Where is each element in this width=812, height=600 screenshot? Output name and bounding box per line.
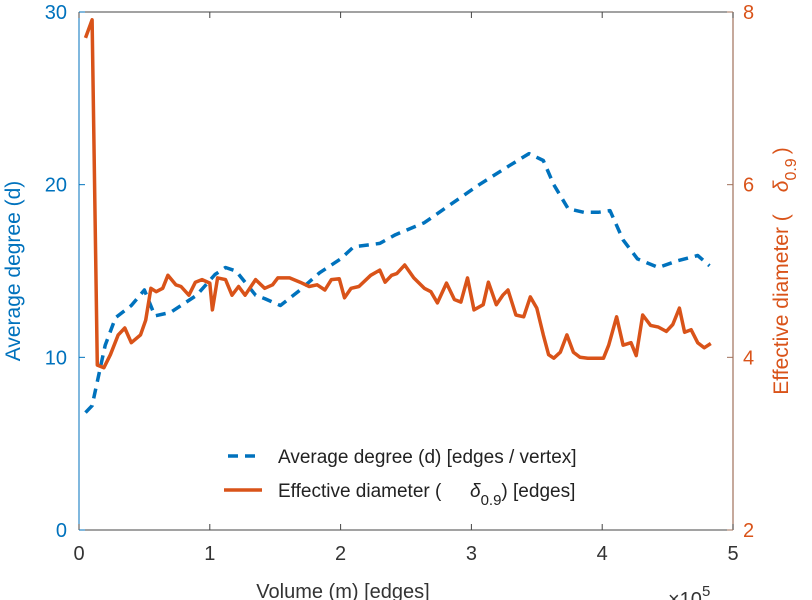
y-right-tick-label: 6 — [743, 175, 754, 197]
x-axis-multiplier: ×105 — [668, 583, 710, 600]
y-right-tick-label: 4 — [743, 347, 754, 369]
series-line-average-degree — [84, 151, 711, 414]
y-left-tick-label: 20 — [45, 175, 67, 197]
y-axis-left-label: Average degree (d) — [2, 181, 25, 362]
legend: Average degree (d) [edges / vertex] Effe… — [224, 447, 577, 509]
x-tick-label: 4 — [597, 543, 608, 565]
x-tick-label: 0 — [73, 543, 84, 565]
series-line-effective-diameter — [83, 18, 712, 370]
y-right-tick-label: 8 — [743, 2, 754, 24]
x-axis-label: Volume (m) [edges] — [256, 581, 429, 600]
series-layer — [83, 18, 712, 414]
y-left-tick-label: 0 — [56, 520, 67, 542]
axes: 0 1 2 3 4 5 0 10 20 30 2 4 6 8 — [45, 2, 754, 565]
legend-label-average-degree: Average degree (d) [edges / vertex] — [278, 447, 577, 468]
x-tick-label: 1 — [204, 543, 215, 565]
x-tick-label: 5 — [727, 543, 738, 565]
y-axis-right-label: Effective diameter (δ0.9) — [770, 147, 800, 394]
x-tick-label: 3 — [466, 543, 477, 565]
x-tick-label: 2 — [335, 543, 346, 565]
legend-label-effective-diameter: Effective diameter (δ0.9) [edges] — [278, 481, 575, 509]
y-left-tick-label: 30 — [45, 2, 67, 24]
y-right-tick-label: 2 — [743, 520, 754, 542]
y-left-tick-label: 10 — [45, 347, 67, 369]
